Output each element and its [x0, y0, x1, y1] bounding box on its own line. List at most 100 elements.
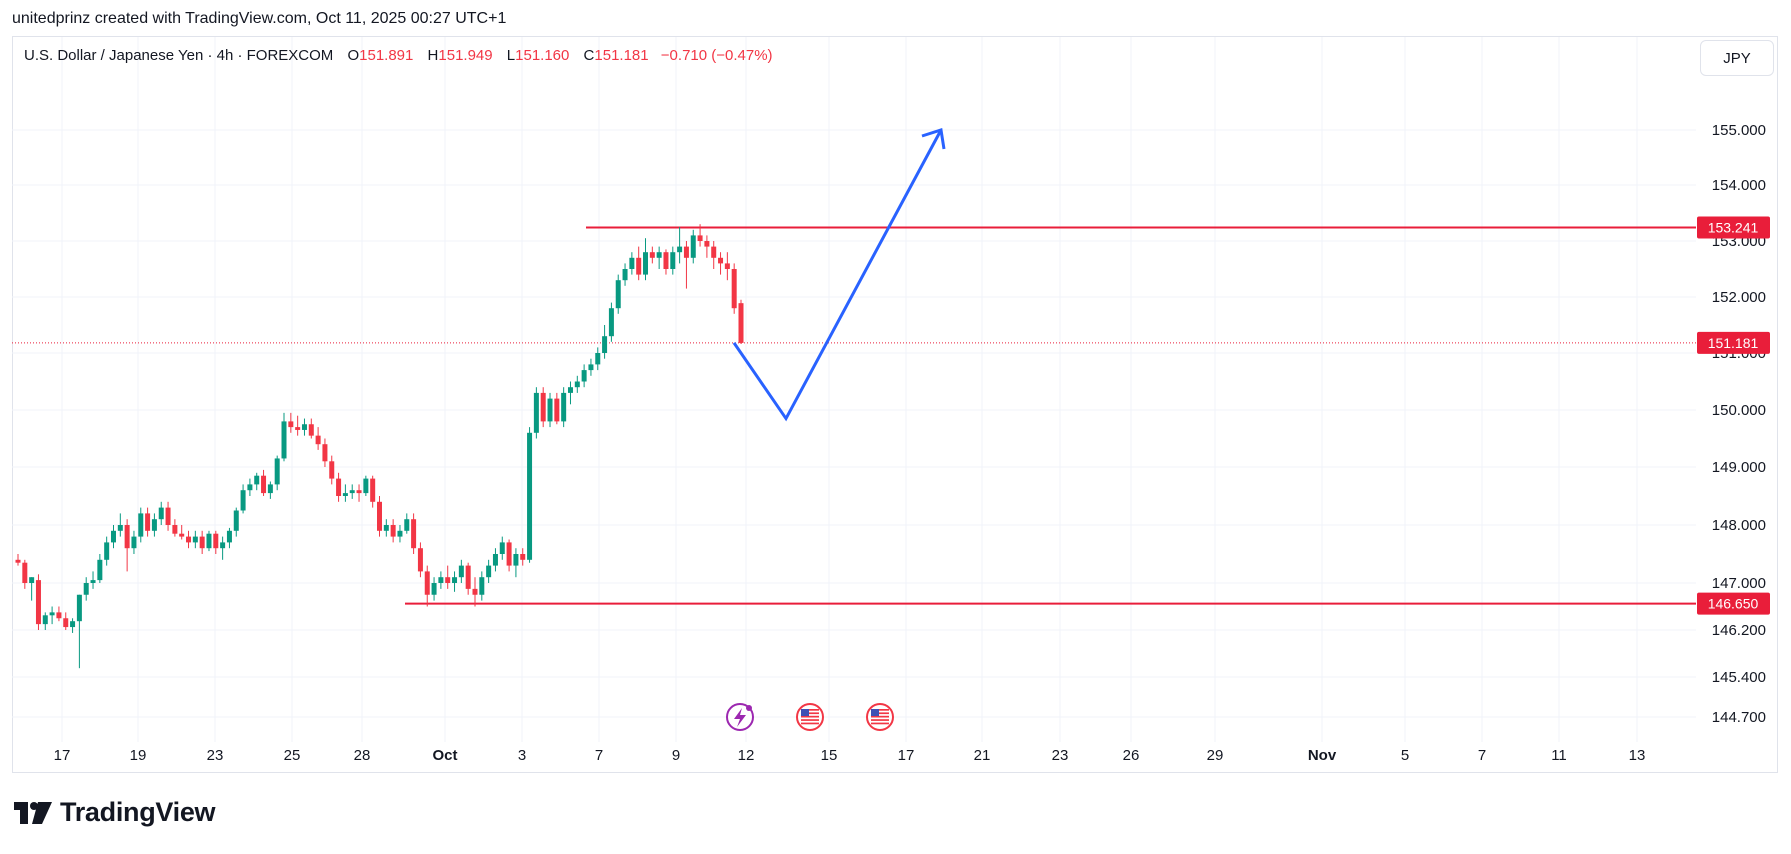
time-tick-label: 17 — [898, 747, 915, 764]
candle-body — [15, 559, 21, 563]
candle-body — [70, 621, 76, 628]
candle-body — [472, 588, 478, 595]
candle-body — [329, 461, 335, 479]
candle-body — [363, 478, 369, 494]
price-tick-label: 155.000 — [1712, 122, 1766, 139]
candle-body — [383, 525, 389, 531]
candle-body — [301, 424, 307, 430]
candle-body — [29, 577, 35, 583]
candle-body — [629, 257, 635, 269]
candle-body — [336, 478, 342, 496]
candle-body — [431, 583, 437, 595]
candle-body — [145, 513, 151, 531]
candle-body — [370, 478, 376, 502]
candle-body — [547, 398, 553, 422]
high-label: H — [427, 47, 439, 64]
candle-body — [486, 565, 492, 578]
candle-body — [404, 519, 410, 531]
price-tick-label: 144.700 — [1712, 709, 1766, 726]
time-tick-label: 7 — [1478, 747, 1486, 764]
candle-body — [445, 577, 451, 583]
flag-stripe — [871, 712, 889, 715]
price-tick-label: 149.000 — [1712, 459, 1766, 476]
candle-body — [247, 484, 253, 491]
candle-body — [63, 618, 69, 628]
candle-body — [349, 490, 355, 494]
candle-body — [172, 525, 178, 534]
candle-body — [738, 303, 744, 343]
candle-body — [411, 519, 417, 549]
candle-body — [151, 519, 157, 531]
candle-body — [281, 421, 287, 459]
time-tick-label: 25 — [284, 747, 301, 764]
projection-arrowhead — [921, 128, 946, 150]
tradingview-logo[interactable]: TradingView — [14, 797, 216, 828]
candle-body — [506, 542, 512, 566]
candle-body — [83, 583, 89, 595]
candle-body — [138, 513, 144, 537]
candle-body — [226, 530, 232, 543]
candle-body — [110, 530, 116, 543]
price-level-label: 153.241 — [1708, 220, 1759, 236]
time-tick-label: 12 — [738, 747, 755, 764]
flag-stripe — [871, 719, 889, 721]
price-tick-label: 147.000 — [1712, 575, 1766, 592]
price-tick-label: 145.400 — [1712, 669, 1766, 686]
candle-body — [574, 381, 580, 388]
candle-body — [390, 525, 396, 537]
candle-body — [117, 525, 123, 531]
candle-body — [636, 257, 642, 275]
candle-body — [595, 353, 601, 365]
time-tick-label: 9 — [672, 747, 680, 764]
candle-body — [199, 536, 205, 549]
candle-body — [663, 252, 669, 269]
candle-body — [124, 525, 130, 549]
candle-body — [186, 536, 192, 543]
candle-body — [458, 565, 464, 578]
open-label: O — [347, 47, 360, 64]
candle-body — [49, 612, 55, 616]
time-tick-label: 3 — [518, 747, 526, 764]
candle-body — [97, 559, 103, 581]
candle-body — [322, 444, 328, 462]
price-level-label-bg — [1697, 592, 1770, 615]
flag-stripe — [871, 709, 889, 711]
candle-body — [602, 336, 608, 353]
price-axis: 155.000154.000153.000152.000151.000150.0… — [1697, 122, 1770, 726]
candle-body — [315, 435, 321, 445]
time-tick-label: 5 — [1401, 747, 1409, 764]
candle-body — [42, 615, 48, 625]
candle-body — [56, 612, 62, 619]
currency-button[interactable]: JPY — [1700, 40, 1774, 76]
last-price-label: 151.181 — [1708, 335, 1759, 351]
flag-stripe — [801, 715, 819, 718]
time-tick-label: 29 — [1207, 747, 1224, 764]
candle-body — [561, 392, 567, 422]
candle-body — [424, 571, 430, 595]
price-tick-label: 148.000 — [1712, 517, 1766, 534]
candle-body — [274, 458, 280, 485]
candle-body — [165, 507, 171, 525]
close-label: C — [583, 47, 595, 64]
candle-body — [76, 594, 82, 622]
candle-body — [711, 246, 717, 258]
candle-body — [158, 507, 164, 520]
candle-body — [690, 235, 696, 258]
flag-canton — [871, 709, 879, 716]
candle-body — [567, 387, 573, 393]
candle-body — [492, 554, 498, 566]
time-tick-label: 26 — [1123, 747, 1140, 764]
flag-stripe — [871, 715, 889, 718]
candle-body — [581, 370, 587, 382]
candle-body — [704, 241, 710, 247]
event-dot — [746, 705, 752, 711]
projection-path — [732, 129, 943, 422]
candle-body — [179, 533, 185, 537]
candle-body — [377, 501, 382, 531]
candle-body — [267, 484, 273, 494]
candle-body — [643, 252, 649, 275]
time-tick-label: Nov — [1308, 747, 1337, 764]
candle-body — [554, 398, 560, 422]
time-tick-label: 15 — [821, 747, 838, 764]
